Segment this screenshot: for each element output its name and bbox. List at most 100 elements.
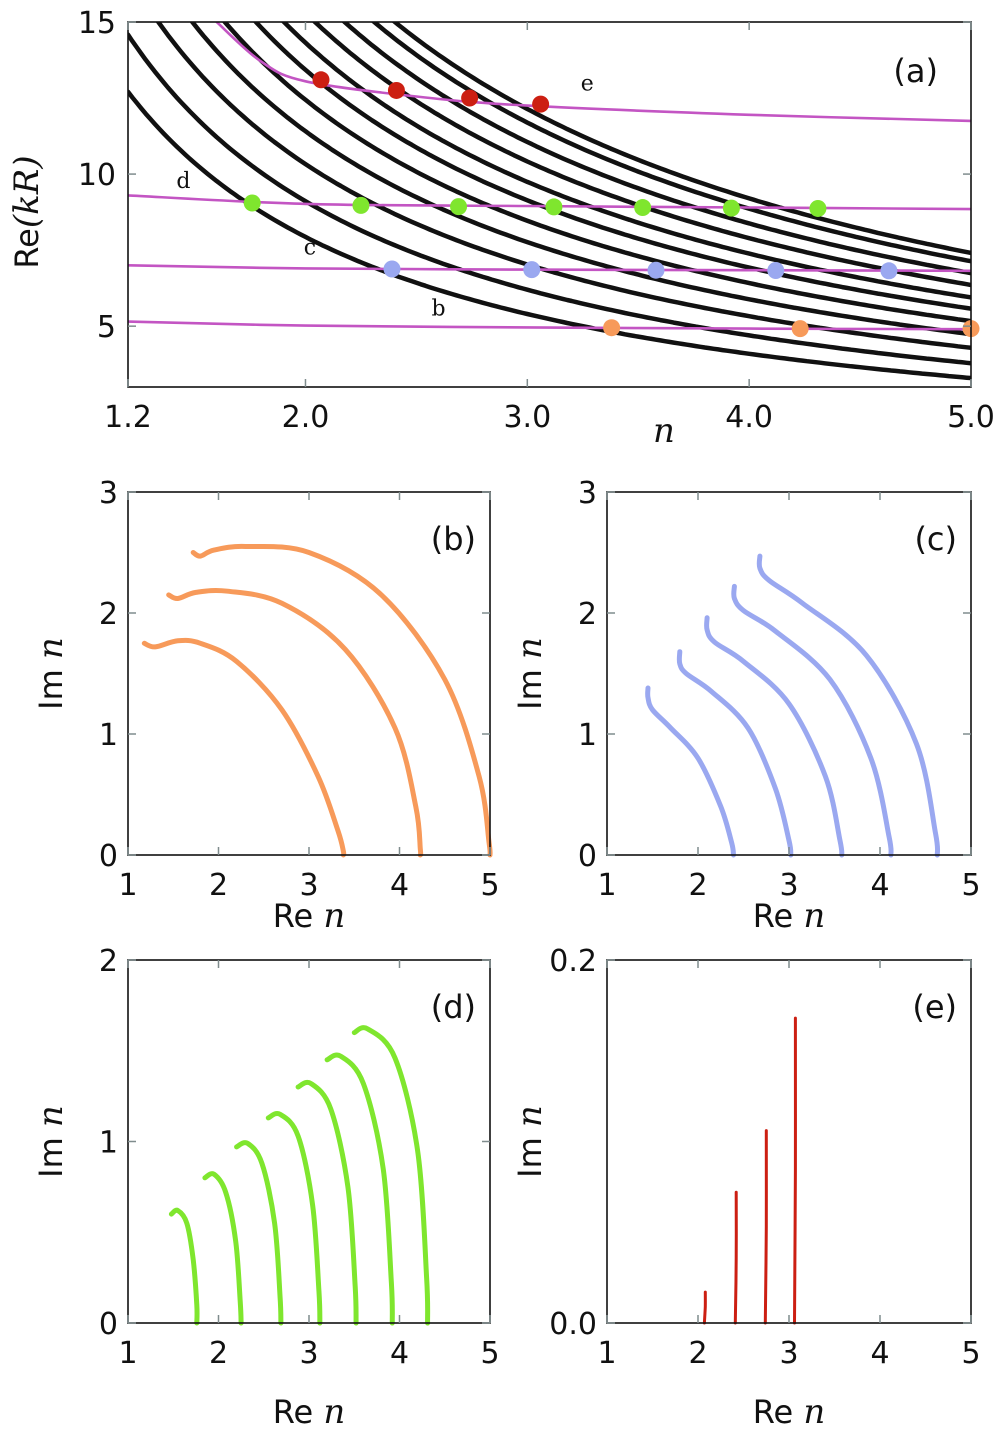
series-d6 — [324, 1052, 395, 1326]
x-axis-label: Re n — [273, 1392, 346, 1432]
x-tick-label: 2 — [688, 1336, 707, 1371]
y-axis-label-prefix: Im — [32, 1127, 70, 1178]
y-axis-label-prefix: Im — [511, 1127, 549, 1178]
x-axis-label-prefix: Re — [273, 897, 324, 935]
x-tick-label: 1 — [118, 868, 137, 903]
x-axis-label: Re n — [273, 896, 346, 936]
black-curve — [280, 22, 971, 300]
y-tick-label: 3 — [578, 476, 597, 511]
y-axis-label-prefix: Re — [8, 228, 46, 268]
panel-e: 1 2 3 4 50.00.2(e)Re nIm n — [510, 944, 981, 1432]
x-axis-label-var: n — [323, 896, 345, 936]
marker-green — [722, 199, 740, 217]
x-tick-label: 5 — [480, 868, 499, 903]
y-axis-label-prefix: Im — [511, 659, 549, 710]
black-curve — [391, 22, 971, 256]
y-axis-label-var: n — [510, 637, 550, 659]
panel-label: (b) — [431, 520, 476, 558]
marker-green — [352, 196, 370, 214]
marker-orange — [791, 320, 809, 338]
y-tick-label: 0 — [99, 839, 118, 874]
series-b2 — [166, 587, 424, 858]
marker-blue — [523, 261, 541, 279]
series-c4 — [731, 583, 894, 858]
series-c1 — [645, 685, 736, 858]
marker-blue — [383, 260, 401, 278]
curve-label-d: d — [176, 169, 190, 194]
series-e3 — [763, 1129, 768, 1325]
marker-red — [312, 71, 330, 89]
panel-label: (d) — [431, 988, 476, 1026]
y-tick-label: 1 — [99, 1126, 118, 1161]
marker-green — [545, 198, 563, 216]
y-axis-label-var: n — [31, 1105, 71, 1127]
series-d3 — [234, 1140, 284, 1326]
series-d1 — [168, 1207, 200, 1326]
y-tick-label: 2 — [99, 944, 118, 979]
marker-green — [634, 199, 652, 217]
y-tick-label: 2 — [578, 597, 597, 632]
y-tick-label: 0 — [578, 839, 597, 874]
x-tick-label: 4 — [870, 1336, 889, 1371]
x-axis-label-prefix: Re — [273, 1393, 324, 1431]
x-tick-label: 2 — [209, 868, 228, 903]
x-tick-label: 4.0 — [725, 400, 773, 435]
x-tick-label: 1 — [597, 868, 616, 903]
series-e4 — [793, 1016, 797, 1325]
x-axis-label: Re n — [753, 896, 826, 936]
x-axis-label-prefix: Re — [753, 897, 804, 935]
y-axis-label-prefix: Im — [32, 659, 70, 710]
black-curve — [128, 89, 971, 381]
x-tick-label: 1 — [118, 1336, 137, 1371]
y-axis-label-var: n — [510, 1105, 550, 1127]
x-axis-label: n — [653, 411, 675, 451]
x-tick-label: 2 — [209, 1336, 228, 1371]
x-axis-label-var: n — [803, 896, 825, 936]
series-c3 — [704, 615, 845, 858]
x-tick-label: 2.0 — [282, 400, 330, 435]
y-axis-label: Im n — [510, 637, 550, 710]
series-c2 — [676, 649, 794, 858]
y-tick-label: 0.0 — [549, 1307, 597, 1342]
x-tick-label: 3 — [779, 1336, 798, 1371]
y-tick-label: 0.2 — [549, 944, 597, 979]
marker-blue — [880, 262, 898, 280]
y-axis-label-arg: (kR) — [7, 155, 47, 228]
marker-red — [461, 89, 479, 107]
series-e2 — [733, 1190, 738, 1325]
x-tick-label: 1.2 — [104, 400, 152, 435]
y-axis-label: Im n — [31, 637, 71, 710]
plot-area — [128, 22, 971, 381]
series-b3 — [190, 543, 493, 858]
marker-red — [532, 95, 550, 113]
marker-green — [809, 199, 827, 217]
y-tick-label: 5 — [97, 310, 116, 345]
marker-blue — [647, 261, 665, 279]
black-curve — [370, 22, 971, 264]
curve-label-e: e — [581, 71, 594, 96]
x-tick-label: 3 — [779, 868, 798, 903]
series-e1 — [702, 1290, 707, 1325]
x-tick-label: 2 — [688, 868, 707, 903]
x-tick-label: 4 — [870, 868, 889, 903]
y-tick-label: 0 — [99, 1307, 118, 1342]
x-tick-label: 4 — [390, 868, 409, 903]
x-tick-label: 3.0 — [503, 400, 551, 435]
series-d2 — [202, 1171, 244, 1326]
x-axis-label-var: n — [323, 1392, 345, 1432]
x-tick-label: 3 — [299, 1336, 318, 1371]
panel-a: b c d e 1.2 2.0 3.0 4.0 5.0 5 10 15 (a) n Re(kR) — [7, 6, 995, 451]
panel-label: (a) — [893, 52, 938, 90]
x-tick-label: 1 — [597, 1336, 616, 1371]
x-axis-label: Re n — [753, 1392, 826, 1432]
y-axis-label-var: n — [31, 637, 71, 659]
magenta-curve-c — [128, 264, 971, 273]
x-tick-label: 5 — [480, 1336, 499, 1371]
x-tick-label: 5 — [961, 868, 980, 903]
black-curve — [189, 22, 971, 337]
y-tick-label: 1 — [99, 718, 118, 753]
marker-blue — [767, 262, 785, 280]
